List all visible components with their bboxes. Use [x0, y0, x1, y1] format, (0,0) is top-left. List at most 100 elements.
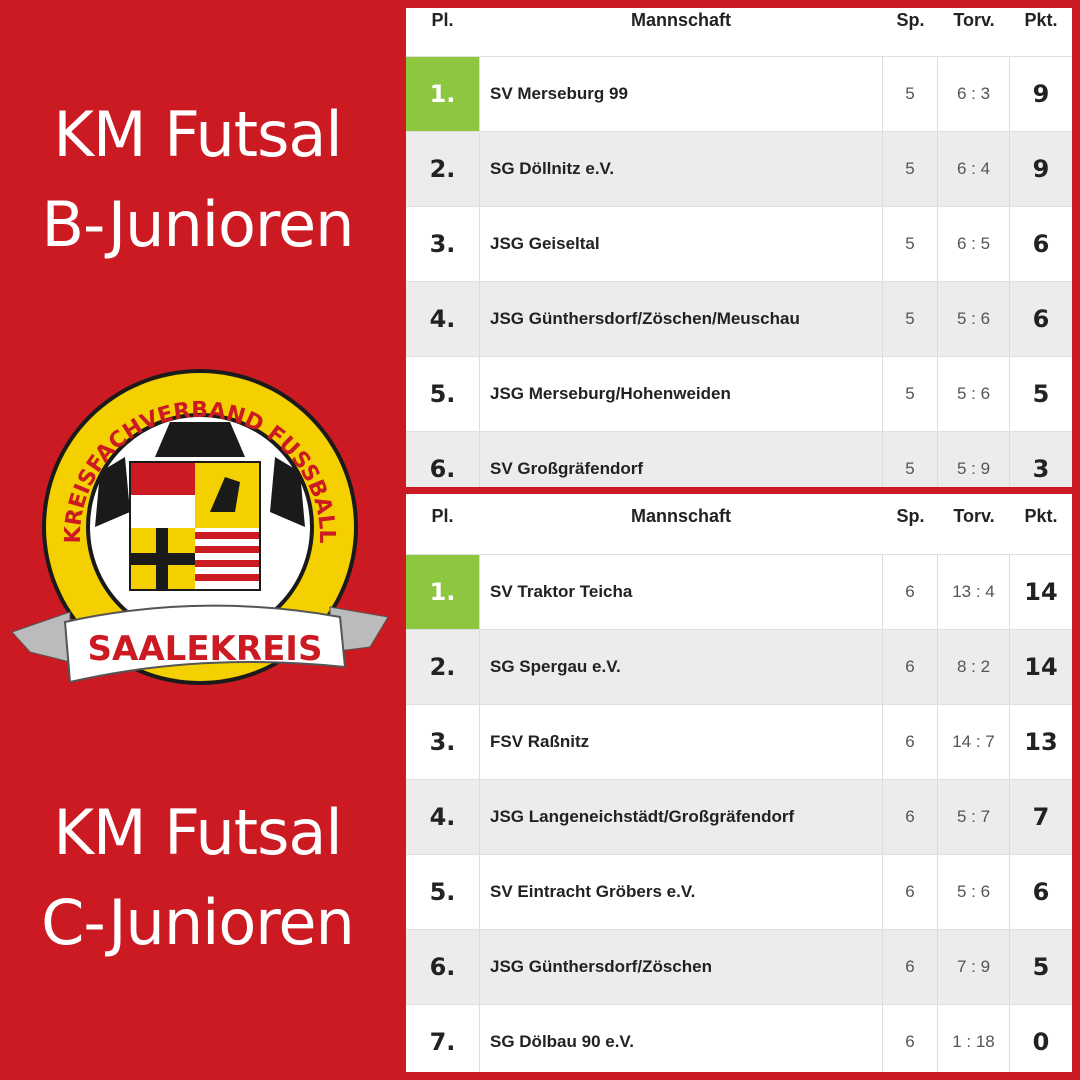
header-pl: Pl.	[431, 506, 454, 526]
header-team: Mannschaft	[630, 10, 731, 30]
header-sp: Sp.	[896, 506, 925, 526]
team-name-cell: JSG Langeneichstädt/Großgräfendorf	[479, 780, 883, 854]
title-line: C-Junioren	[41, 886, 355, 959]
goals-cell: 13 : 4	[938, 555, 1010, 629]
logo-banner-text: SAALEKREIS	[88, 629, 323, 669]
header-torv: Torv.	[953, 506, 995, 526]
points-cell: 14	[1024, 578, 1058, 606]
team-name-cell: JSG Günthersdorf/Zöschen	[479, 930, 883, 1004]
games-cell: 6	[883, 780, 938, 854]
team-name-cell: JSG Geiseltal	[479, 207, 883, 281]
header-sp: Sp.	[896, 10, 925, 30]
place-cell: 6.	[429, 953, 456, 981]
table-row: 3. FSV Raßnitz 6 14 : 7 13	[406, 705, 1072, 780]
header-team: Mannschaft	[630, 506, 731, 526]
points-cell: 9	[1032, 80, 1050, 108]
title-line: KM Futsal	[53, 98, 342, 171]
table-row: 6. JSG Günthersdorf/Zöschen 6 7 : 9 5	[406, 930, 1072, 1005]
points-cell: 5	[1032, 380, 1050, 408]
place-cell: 2.	[429, 155, 456, 183]
games-cell: 6	[883, 855, 938, 929]
table-row: 2. SG Döllnitz e.V. 5 6 : 4 9	[406, 132, 1072, 207]
header-pl: Pl.	[431, 10, 454, 30]
table-row: 2. SG Spergau e.V. 6 8 : 2 14	[406, 630, 1072, 705]
games-cell: 6	[883, 930, 938, 1004]
points-cell: 13	[1024, 728, 1058, 756]
games-cell: 5	[883, 432, 938, 487]
place-cell: 1.	[406, 57, 479, 131]
place-cell: 6.	[429, 455, 456, 483]
goals-cell: 8 : 2	[938, 630, 1010, 704]
team-name-cell: JSG Merseburg/Hohenweiden	[479, 357, 883, 431]
table-b-junioren: Pl. Mannschaft Sp. Torv. Pkt. 1. SV Merse…	[406, 8, 1072, 487]
goals-cell: 5 : 7	[938, 780, 1010, 854]
team-name-cell: SG Dölbau 90 e.V.	[479, 1005, 883, 1072]
games-cell: 5	[883, 132, 938, 206]
title-b-junioren: KM Futsal B-Junioren	[0, 90, 395, 270]
points-cell: 6	[1032, 305, 1050, 333]
place-cell: 3.	[429, 230, 456, 258]
place-cell: 1.	[406, 555, 479, 629]
title-c-junioren: KM Futsal C-Junioren	[0, 788, 395, 968]
team-name-cell: SV Großgräfendorf	[479, 432, 883, 487]
place-cell: 7.	[429, 1028, 456, 1056]
goals-cell: 5 : 9	[938, 432, 1010, 487]
goals-cell: 5 : 6	[938, 357, 1010, 431]
games-cell: 5	[883, 357, 938, 431]
place-cell: 4.	[429, 305, 456, 333]
table-row: 6. SV Großgräfendorf 5 5 : 9 3	[406, 432, 1072, 487]
table-header: Pl. Mannschaft Sp. Torv. Pkt.	[406, 8, 1072, 57]
table-row: 1. SV Merseburg 99 5 6 : 3 9	[406, 57, 1072, 132]
games-cell: 6	[883, 705, 938, 779]
games-cell: 6	[883, 555, 938, 629]
goals-cell: 1 : 18	[938, 1005, 1010, 1072]
team-name-cell: JSG Günthersdorf/Zöschen/Meuschau	[479, 282, 883, 356]
games-cell: 5	[883, 207, 938, 281]
place-cell: 3.	[429, 728, 456, 756]
games-cell: 6	[883, 1005, 938, 1072]
goals-cell: 6 : 5	[938, 207, 1010, 281]
team-name-cell: SV Traktor Teicha	[479, 555, 883, 629]
header-torv: Torv.	[953, 10, 995, 30]
place-cell: 2.	[429, 653, 456, 681]
table-row: 3. JSG Geiseltal 5 6 : 5 6	[406, 207, 1072, 282]
goals-cell: 6 : 3	[938, 57, 1010, 131]
points-cell: 7	[1032, 803, 1050, 831]
table-c-junioren: Pl. Mannschaft Sp. Torv. Pkt. 1. SV Trakt…	[406, 494, 1072, 1072]
goals-cell: 5 : 6	[938, 282, 1010, 356]
place-cell: 5.	[429, 380, 456, 408]
points-cell: 3	[1032, 455, 1050, 483]
goals-cell: 6 : 4	[938, 132, 1010, 206]
goals-cell: 7 : 9	[938, 930, 1010, 1004]
table-row: 4. JSG Langeneichstädt/Großgräfendorf 6 5 :…	[406, 780, 1072, 855]
points-cell: 9	[1032, 155, 1050, 183]
header-pkt: Pkt.	[1024, 10, 1058, 30]
games-cell: 6	[883, 630, 938, 704]
table-row: 7. SG Dölbau 90 e.V. 6 1 : 18 0	[406, 1005, 1072, 1072]
table-header: Pl. Mannschaft Sp. Torv. Pkt.	[406, 494, 1072, 555]
team-name-cell: SV Merseburg 99	[479, 57, 883, 131]
place-cell: 5.	[429, 878, 456, 906]
saalekreis-logo: KREISFACHVERBAND FUSSBALL SAALEKREIS	[11, 369, 389, 685]
title-line: B-Junioren	[41, 188, 355, 261]
team-name-cell: FSV Raßnitz	[479, 705, 883, 779]
points-cell: 14	[1024, 653, 1058, 681]
points-cell: 5	[1032, 953, 1050, 981]
points-cell: 6	[1032, 878, 1050, 906]
team-name-cell: SV Eintracht Gröbers e.V.	[479, 855, 883, 929]
team-name-cell: SG Döllnitz e.V.	[479, 132, 883, 206]
points-cell: 0	[1032, 1028, 1050, 1056]
goals-cell: 14 : 7	[938, 705, 1010, 779]
title-line: KM Futsal	[53, 796, 342, 869]
table-row: 1. SV Traktor Teicha 6 13 : 4 14	[406, 555, 1072, 630]
header-pkt: Pkt.	[1024, 506, 1058, 526]
table-row: 4. JSG Günthersdorf/Zöschen/Meuschau 5 5 : …	[406, 282, 1072, 357]
points-cell: 6	[1032, 230, 1050, 258]
place-cell: 4.	[429, 803, 456, 831]
games-cell: 5	[883, 57, 938, 131]
goals-cell: 5 : 6	[938, 855, 1010, 929]
games-cell: 5	[883, 282, 938, 356]
team-name-cell: SG Spergau e.V.	[479, 630, 883, 704]
